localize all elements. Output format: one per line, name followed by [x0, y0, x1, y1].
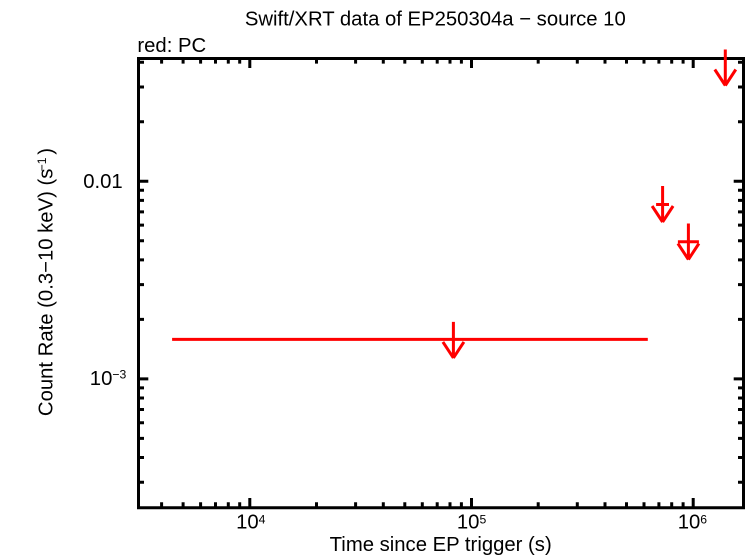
svg-text:Count Rate (0.3−10 keV) (s−1): Count Rate (0.3−10 keV) (s−1) — [35, 148, 58, 416]
svg-text:red: PC: red: PC — [137, 35, 206, 57]
svg-text:Time since EP trigger (s): Time since EP trigger (s) — [330, 534, 552, 556]
svg-text:106: 106 — [678, 512, 708, 534]
svg-text:Swift/XRT data of EP250304a −: Swift/XRT data of EP250304a − source 10 — [245, 9, 626, 31]
svg-text:0.01: 0.01 — [83, 171, 122, 193]
svg-text:104: 104 — [236, 512, 266, 534]
svg-text:105: 105 — [457, 512, 487, 534]
